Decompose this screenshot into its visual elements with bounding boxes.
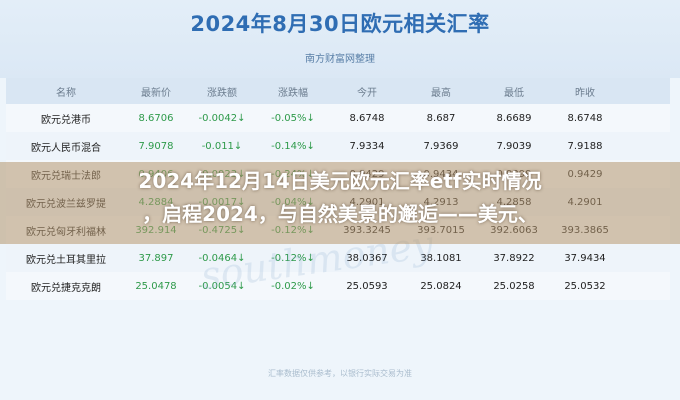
- cell-latest: 25.0478: [135, 280, 177, 292]
- cell-change: -0.0464↓: [198, 252, 246, 264]
- cell-latest: 37.897: [138, 252, 174, 264]
- cell-high: 38.1081: [420, 252, 462, 264]
- column-header-prev-close: 昨收: [575, 87, 595, 99]
- footer-note: 汇率数据仅供参考，以银行实际交易为准: [268, 369, 412, 378]
- column-header-change-pct: 涨跌幅: [278, 87, 308, 99]
- cell-change: -0.0054↓: [198, 280, 246, 292]
- cell-prev-close: 8.6748: [567, 112, 603, 124]
- article-headline: 2024年12月14日美元欧元汇率etf实时情况 ，启程2024，与自然美景的邂…: [0, 165, 680, 231]
- page-title: 2024年8月30日欧元相关汇率: [190, 12, 490, 36]
- cell-change: -0.011↓: [201, 140, 243, 152]
- column-header-low: 最低: [504, 87, 524, 99]
- cell-high: 7.9369: [423, 140, 459, 152]
- headline-overlay: [0, 162, 680, 244]
- cell-open: 8.6748: [349, 112, 385, 124]
- table-row: 欧元兑土耳其里拉 37.897 -0.0464↓ -0.12%↓ 38.0367 38.1…: [6, 244, 670, 272]
- cell-open: 38.0367: [346, 252, 388, 264]
- cell-low: 25.0258: [493, 280, 535, 292]
- cell-change-pct: -0.14%↓: [271, 140, 315, 152]
- cell-latest: 7.9078: [138, 140, 174, 152]
- headline-line-1: 2024年12月14日美元欧元汇率etf实时情况: [138, 169, 542, 193]
- cell-high: 25.0824: [420, 280, 462, 292]
- column-header-open: 今开: [357, 87, 377, 99]
- column-header-name: 名称: [56, 87, 76, 99]
- cell-open: 25.0593: [346, 280, 388, 292]
- headline-line-2: ，启程2024，与自然美景的邂逅——美元、: [142, 202, 538, 226]
- cell-name: 欧元兑土耳其里拉: [26, 254, 106, 266]
- table-row: 欧元人民币混合 7.9078 -0.011↓ -0.14%↓ 7.9334 7.9369 7…: [6, 132, 670, 160]
- cell-name: 欧元兑港币: [41, 114, 91, 126]
- cell-low: 7.9039: [496, 140, 532, 152]
- table-header-row: 名称 最新价 涨跌额 涨跌幅 今开 最高 最低 昨收: [6, 78, 670, 104]
- cell-latest: 8.6706: [138, 112, 174, 124]
- cell-name: 欧元兑捷克克朗: [31, 282, 101, 294]
- column-header-change: 涨跌额: [207, 87, 237, 99]
- cell-change-pct: -0.12%↓: [271, 252, 315, 264]
- cell-low: 37.8922: [493, 252, 535, 264]
- cell-prev-close: 37.9434: [564, 252, 606, 264]
- table-row: 欧元兑港币 8.6706 -0.0042↓ -0.05%↓ 8.6748 8.687 8.6…: [6, 104, 670, 132]
- cell-change: -0.0042↓: [198, 112, 246, 124]
- cell-change-pct: -0.05%↓: [271, 112, 315, 124]
- cell-change-pct: -0.02%↓: [271, 280, 315, 292]
- column-header-latest: 最新价: [141, 87, 171, 99]
- column-header-high: 最高: [431, 87, 451, 99]
- cell-open: 7.9334: [349, 140, 385, 152]
- cell-low: 8.6689: [496, 112, 532, 124]
- cell-prev-close: 7.9188: [567, 140, 603, 152]
- source-subtitle: 南方财富网整理: [305, 54, 375, 65]
- cell-name: 欧元人民币混合: [31, 142, 101, 154]
- table-row: 欧元兑捷克克朗 25.0478 -0.0054↓ -0.02%↓ 25.0593 25.0…: [6, 272, 670, 300]
- cell-high: 8.687: [426, 112, 456, 124]
- cell-prev-close: 25.0532: [564, 280, 606, 292]
- header-banner: 2024年8月30日欧元相关汇率 南方财富网整理: [0, 0, 680, 78]
